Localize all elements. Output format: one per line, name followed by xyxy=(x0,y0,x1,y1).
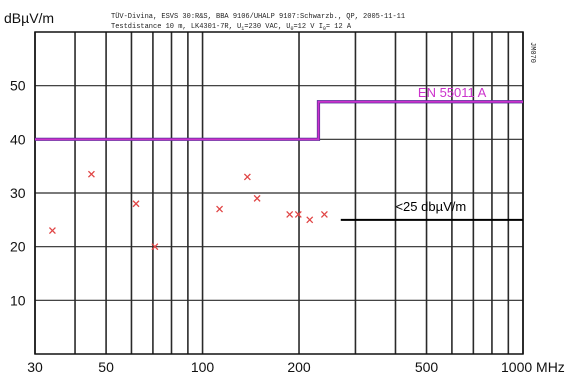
y-tick-label: 40 xyxy=(10,131,26,147)
y-tick-labels: 10 20 30 40 50 xyxy=(10,78,26,309)
data-point xyxy=(294,211,302,218)
x-tick-label: 500 xyxy=(415,359,439,373)
plot-frame xyxy=(34,31,524,355)
x-tick-label: 1000 MHz xyxy=(501,359,565,373)
reference-line-label: <25 dbµV/m xyxy=(395,199,466,214)
limit-line-path xyxy=(35,100,523,141)
title-line-2: Testdistance 10 m, LK4301-7R, U1=230 VAC… xyxy=(111,23,352,32)
reference-line: <25 dbµV/m xyxy=(340,199,523,221)
chart-title: TÜV-Divina, ESVS 30:R&S, BBA 9106/UHALP … xyxy=(111,12,405,32)
x-tick-labels: 30 50 100 200 500 1000 MHz xyxy=(27,359,565,373)
title-line-1: TÜV-Divina, ESVS 30:R&S, BBA 9106/UHALP … xyxy=(111,12,405,21)
data-point xyxy=(87,170,95,178)
x-tick-label: 30 xyxy=(27,359,43,373)
data-point xyxy=(306,216,314,224)
x-tick-label: 50 xyxy=(98,359,114,373)
grid xyxy=(34,32,524,354)
data-point xyxy=(243,173,251,181)
x-tick-label: 200 xyxy=(287,359,311,373)
x-tick-label: 100 xyxy=(191,359,215,373)
limit-line-shadow xyxy=(35,100,523,141)
y-tick-label: 10 xyxy=(10,292,26,308)
data-point xyxy=(151,243,159,251)
data-points xyxy=(48,170,328,251)
limit-line: EN 55011 A xyxy=(35,85,523,141)
data-point xyxy=(132,200,140,208)
data-point xyxy=(216,205,224,213)
side-code: JM070 xyxy=(528,42,536,63)
data-point xyxy=(320,211,328,218)
data-point xyxy=(286,211,294,218)
y-tick-label: 30 xyxy=(10,185,26,201)
y-tick-label: 50 xyxy=(10,78,26,94)
data-point xyxy=(48,227,56,235)
y-tick-label: 20 xyxy=(10,239,26,255)
y-axis-label: dBµV/m xyxy=(4,10,54,26)
data-point xyxy=(253,194,261,202)
limit-line-label: EN 55011 A xyxy=(418,85,487,100)
